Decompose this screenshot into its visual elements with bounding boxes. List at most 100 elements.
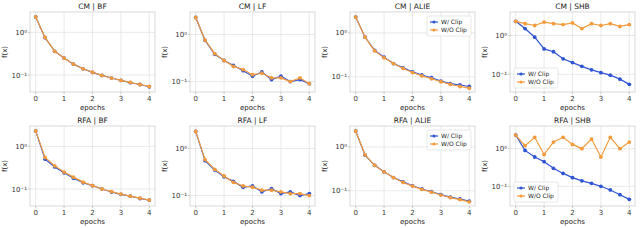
grid-line (252, 12, 253, 92)
tick-label: 4 (467, 209, 472, 217)
title: CM | ALIE (395, 2, 431, 11)
series-line (516, 21, 630, 28)
tick-label: 4 (307, 209, 312, 217)
point (354, 129, 358, 133)
grid-line (64, 126, 65, 206)
point (458, 198, 462, 202)
point (590, 181, 594, 185)
point (194, 130, 198, 134)
point (392, 176, 396, 180)
point (599, 184, 603, 188)
point (552, 22, 556, 26)
point (119, 192, 123, 196)
grid-line (355, 12, 356, 92)
point (363, 35, 367, 39)
point (401, 181, 405, 185)
point (561, 172, 565, 176)
plot-area (30, 126, 155, 206)
y-label: f(x) (161, 46, 169, 58)
point (270, 188, 274, 192)
grid-line (510, 148, 635, 149)
point (599, 71, 603, 75)
point (91, 70, 95, 74)
point (251, 185, 255, 189)
data-group (194, 16, 311, 86)
data-group (514, 133, 631, 201)
point (467, 200, 471, 204)
point (354, 15, 358, 19)
point (580, 179, 584, 183)
x-label: epochs (240, 104, 265, 112)
frame (190, 126, 315, 206)
tick-label: 4 (307, 95, 312, 103)
point (222, 175, 226, 179)
tick-label: 1 (542, 95, 546, 103)
point (34, 15, 38, 19)
point (599, 24, 603, 28)
tick-label: 10⁻¹ (172, 192, 188, 200)
tick-label: 0 (33, 209, 37, 217)
tick-label: 3 (279, 209, 283, 217)
point (363, 35, 367, 39)
tick-label: 3 (279, 95, 283, 103)
point (420, 187, 424, 191)
series-line (36, 17, 150, 87)
legend: W/ ClipW/O Clip (427, 130, 471, 150)
point (523, 22, 527, 26)
point (53, 164, 57, 168)
tick-label: 2 (250, 209, 254, 217)
point (147, 85, 151, 89)
series-line (196, 131, 310, 195)
point (420, 74, 424, 78)
point (81, 67, 85, 71)
point (373, 49, 377, 53)
grid-line (195, 126, 196, 206)
point (382, 170, 386, 174)
point (43, 36, 47, 40)
point (213, 167, 217, 171)
grid-line (64, 12, 65, 92)
grid-line (149, 12, 150, 92)
point (523, 27, 527, 31)
panel: 0123410⁰10⁻¹CM | LFepochsf(x) (161, 2, 315, 112)
point (580, 64, 584, 68)
point (373, 163, 377, 167)
legend-swatch (432, 20, 435, 23)
point (110, 190, 114, 194)
plot-area (350, 126, 475, 206)
point (53, 49, 57, 53)
grid-line (510, 35, 635, 36)
y-label: f(x) (481, 46, 489, 58)
point (194, 16, 198, 20)
x-label: epochs (240, 218, 265, 226)
point (298, 192, 302, 196)
point (110, 76, 114, 80)
point (392, 62, 396, 66)
point (420, 73, 424, 77)
tick-label: 0 (33, 95, 37, 103)
point (363, 153, 367, 157)
y-label: f(x) (161, 160, 169, 172)
point (420, 187, 424, 191)
point (260, 188, 264, 192)
frame (510, 12, 635, 92)
point (203, 38, 207, 42)
point (138, 196, 142, 200)
tick-label: 1 (62, 95, 66, 103)
point (430, 77, 434, 81)
plot-area (190, 12, 315, 92)
point (590, 22, 594, 26)
series-line (516, 135, 630, 157)
point (523, 144, 527, 148)
point (307, 82, 311, 86)
point (128, 81, 132, 85)
point (467, 86, 471, 90)
legend-swatch (519, 80, 522, 83)
tick-label: 3 (439, 209, 443, 217)
point (213, 168, 217, 172)
grid-line (600, 126, 601, 206)
point (552, 140, 556, 144)
point (194, 16, 198, 20)
grid-line (350, 76, 475, 77)
point (91, 184, 95, 188)
